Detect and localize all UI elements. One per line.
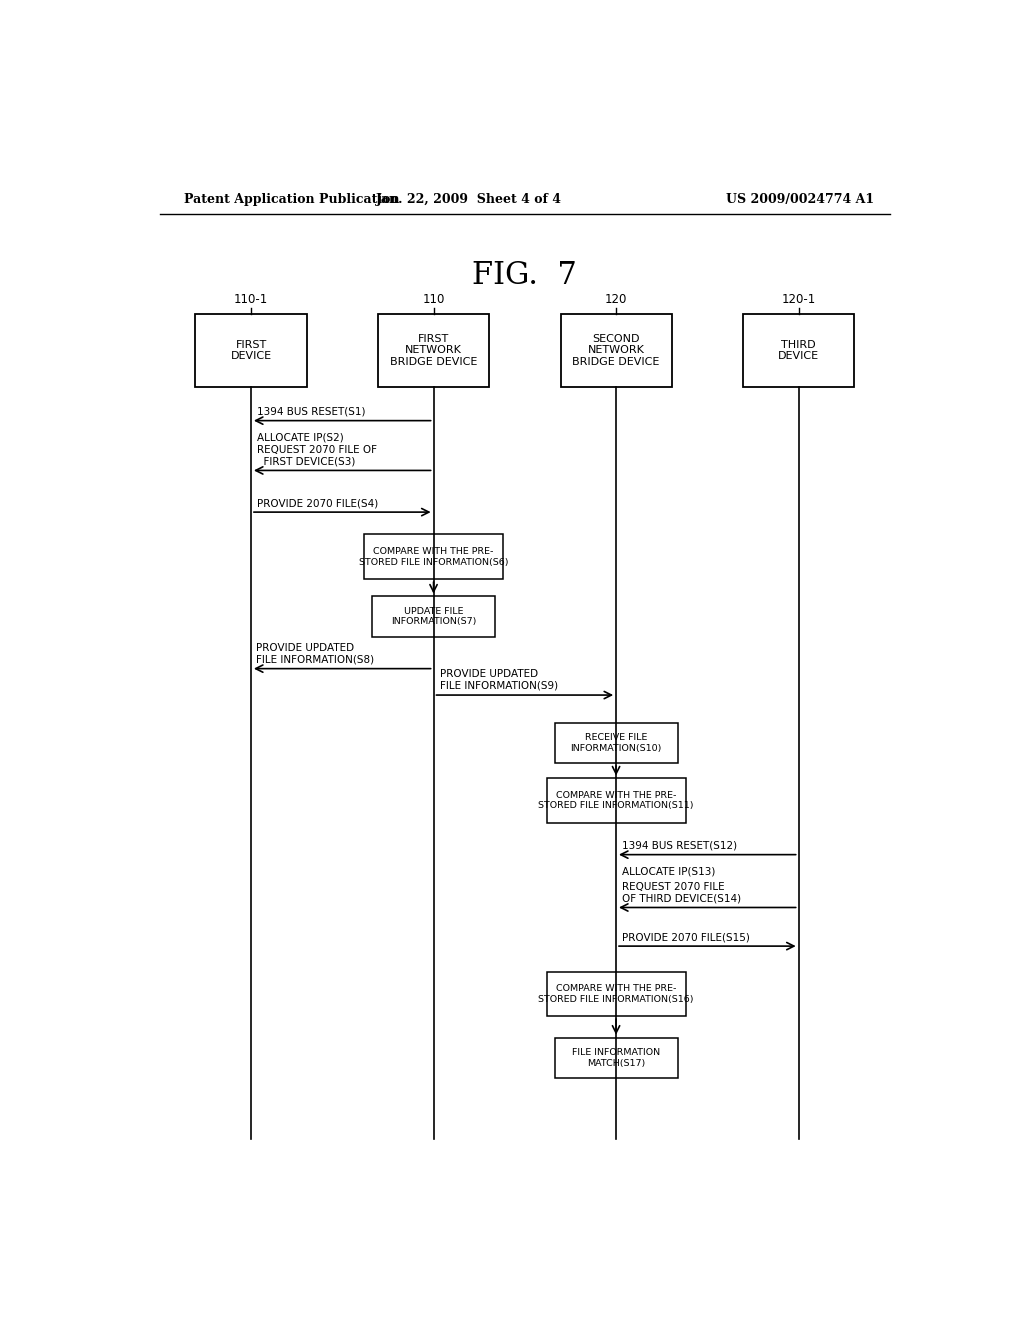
FancyBboxPatch shape (196, 314, 306, 387)
Text: COMPARE WITH THE PRE-
STORED FILE INFORMATION(S16): COMPARE WITH THE PRE- STORED FILE INFORM… (539, 985, 694, 1003)
Text: US 2009/0024774 A1: US 2009/0024774 A1 (726, 193, 873, 206)
Text: THIRD
DEVICE: THIRD DEVICE (778, 339, 819, 362)
FancyBboxPatch shape (560, 314, 672, 387)
Text: 110: 110 (422, 293, 444, 306)
FancyBboxPatch shape (547, 972, 685, 1016)
Text: PROVIDE UPDATED
FILE INFORMATION(S9): PROVIDE UPDATED FILE INFORMATION(S9) (440, 669, 558, 690)
Text: RECEIVE FILE
INFORMATION(S10): RECEIVE FILE INFORMATION(S10) (570, 733, 662, 752)
FancyBboxPatch shape (555, 722, 678, 763)
Text: SECOND
NETWORK
BRIDGE DEVICE: SECOND NETWORK BRIDGE DEVICE (572, 334, 659, 367)
Text: 1394 BUS RESET(S1): 1394 BUS RESET(S1) (257, 407, 366, 417)
Text: REQUEST 2070 FILE
OF THIRD DEVICE(S14): REQUEST 2070 FILE OF THIRD DEVICE(S14) (623, 882, 741, 903)
Text: 120-1: 120-1 (781, 293, 816, 306)
Text: 120: 120 (605, 293, 628, 306)
FancyBboxPatch shape (372, 597, 495, 638)
Text: FIG.  7: FIG. 7 (472, 260, 578, 290)
Text: 1394 BUS RESET(S12): 1394 BUS RESET(S12) (623, 841, 737, 850)
FancyBboxPatch shape (555, 1038, 678, 1078)
FancyBboxPatch shape (378, 314, 489, 387)
Text: FIRST
NETWORK
BRIDGE DEVICE: FIRST NETWORK BRIDGE DEVICE (390, 334, 477, 367)
Text: FIRST
DEVICE: FIRST DEVICE (230, 339, 271, 362)
Text: REQUEST 2070 FILE OF
  FIRST DEVICE(S3): REQUEST 2070 FILE OF FIRST DEVICE(S3) (257, 445, 378, 466)
Text: PROVIDE UPDATED
FILE INFORMATION(S8): PROVIDE UPDATED FILE INFORMATION(S8) (256, 643, 374, 664)
Text: FILE INFORMATION
MATCH(S17): FILE INFORMATION MATCH(S17) (572, 1048, 660, 1068)
Text: COMPARE WITH THE PRE-
STORED FILE INFORMATION(S6): COMPARE WITH THE PRE- STORED FILE INFORM… (358, 546, 508, 566)
FancyBboxPatch shape (365, 535, 503, 579)
Text: PROVIDE 2070 FILE(S15): PROVIDE 2070 FILE(S15) (623, 932, 751, 942)
Text: UPDATE FILE
INFORMATION(S7): UPDATE FILE INFORMATION(S7) (391, 607, 476, 627)
Text: Patent Application Publication: Patent Application Publication (183, 193, 399, 206)
Text: PROVIDE 2070 FILE(S4): PROVIDE 2070 FILE(S4) (257, 498, 379, 508)
Text: 110-1: 110-1 (233, 293, 268, 306)
Text: Jan. 22, 2009  Sheet 4 of 4: Jan. 22, 2009 Sheet 4 of 4 (376, 193, 562, 206)
Text: ALLOCATE IP(S2): ALLOCATE IP(S2) (257, 433, 344, 444)
Text: COMPARE WITH THE PRE-
STORED FILE INFORMATION(S11): COMPARE WITH THE PRE- STORED FILE INFORM… (539, 791, 694, 810)
Text: ALLOCATE IP(S13): ALLOCATE IP(S13) (623, 867, 716, 876)
FancyBboxPatch shape (547, 779, 685, 824)
FancyBboxPatch shape (743, 314, 854, 387)
